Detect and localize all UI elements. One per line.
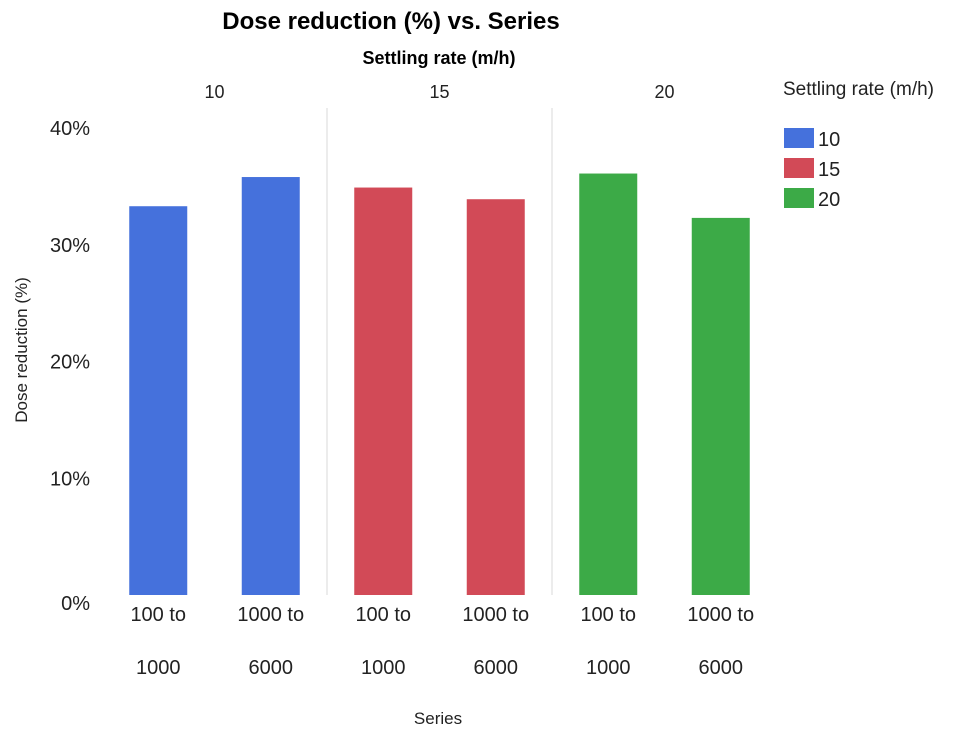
legend-swatch xyxy=(784,158,814,178)
legend-swatch xyxy=(784,188,814,208)
y-tick-label: 30% xyxy=(50,235,90,257)
x-tick-label: 100 to xyxy=(580,604,636,626)
bar xyxy=(691,217,750,595)
legend-label: 20 xyxy=(818,189,840,211)
y-axis-label: Dose reduction (%) xyxy=(12,277,31,423)
bar xyxy=(241,177,300,595)
chart-title: Dose reduction (%) vs. Series xyxy=(222,8,559,35)
bar xyxy=(129,206,188,595)
x-tick-label: 6000 xyxy=(249,657,294,679)
facet-title: Settling rate (m/h) xyxy=(362,48,515,68)
x-tick-label: 100 to xyxy=(355,604,411,626)
facet-label: 20 xyxy=(654,82,674,102)
legend-label: 10 xyxy=(818,129,840,151)
x-tick-label: 1000 to xyxy=(687,604,754,626)
y-tick-label: 40% xyxy=(50,118,90,140)
x-tick-label: 6000 xyxy=(474,657,519,679)
legend-title: Settling rate (m/h) xyxy=(783,79,934,100)
x-tick-label: 1000 xyxy=(361,657,406,679)
x-axis-label: Series xyxy=(414,709,462,728)
x-tick-label: 1000 xyxy=(136,657,181,679)
chart-marks: 0% 10% 20% 30% 40% 10 100 to 1000 1000 to 6000 10 1… xyxy=(50,82,840,679)
bar xyxy=(354,187,413,596)
y-tick-label: 20% xyxy=(50,352,90,374)
x-tick-label: 100 to xyxy=(130,604,186,626)
x-tick-label: 1000 xyxy=(586,657,631,679)
y-tick-label: 10% xyxy=(50,468,90,490)
bar xyxy=(466,199,525,595)
legend-label: 15 xyxy=(818,159,840,181)
x-tick-label: 6000 xyxy=(699,657,744,679)
legend-swatch xyxy=(784,128,814,148)
y-tick-label: 0% xyxy=(61,593,90,615)
facet-label: 10 xyxy=(204,82,224,102)
bar xyxy=(579,173,638,595)
x-tick-label: 1000 to xyxy=(237,604,304,626)
x-tick-label: 1000 to xyxy=(462,604,529,626)
facet-label: 15 xyxy=(429,82,449,102)
